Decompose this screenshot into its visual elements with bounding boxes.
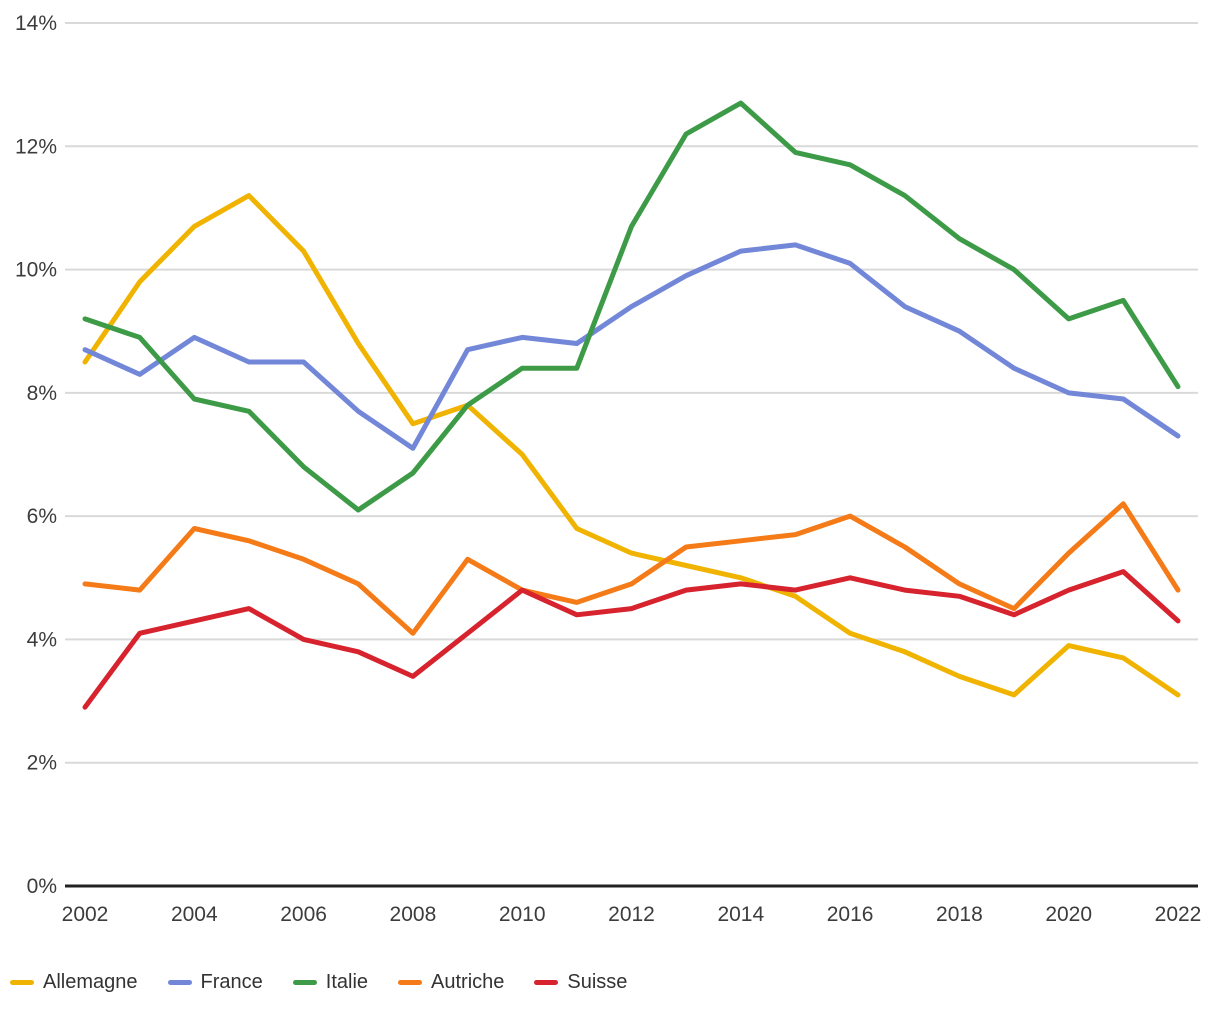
y-tick-label-12: 12% [15, 135, 57, 158]
line-chart-canvas: 0% 2% 4% 6% 8% 10% 12% 14% 2002 2004 2006 2008 2010 2… [15, 12, 1202, 926]
x-tick-label-2002: 2002 [62, 903, 109, 926]
x-tick-label-2004: 2004 [171, 903, 218, 926]
x-tick-label-2006: 2006 [280, 903, 327, 926]
series-line-autriche [82, 501, 1181, 636]
legend-swatch-france [167, 979, 192, 985]
series-line-italie [82, 100, 1181, 513]
legend-item-allemagne: Allemagne [10, 972, 138, 992]
series-line-france [82, 242, 1181, 451]
y-tick-label-8: 8% [27, 382, 57, 405]
legend-item-suisse: Suisse [534, 972, 627, 992]
legend-item-italie: Italie [292, 971, 369, 993]
x-tick-label-2022: 2022 [1155, 903, 1202, 926]
legend-label-allemagne: Allemagne [43, 971, 138, 993]
legend-label-suisse: Suisse [567, 971, 628, 993]
legend-label-autriche: Autriche [431, 971, 505, 993]
x-tick-label-2010: 2010 [499, 903, 546, 926]
x-tick-label-2008: 2008 [390, 903, 437, 926]
legend-swatch-allemagne [10, 979, 34, 985]
legend-item-autriche: Autriche [398, 972, 504, 992]
x-tick-label-2018: 2018 [936, 903, 983, 926]
legend-label-france: France [200, 971, 263, 993]
legend-item-france: France [167, 971, 263, 993]
series-line-allemagne [82, 193, 1181, 698]
x-tick-label-2014: 2014 [717, 903, 764, 926]
y-tick-label-2: 2% [27, 752, 57, 775]
series-line-suisse [82, 569, 1181, 710]
legend-swatch-autriche [398, 979, 423, 985]
chart-legend: Allemagne France Italie Autriche Suisse [10, 972, 1220, 992]
x-tick-label-2016: 2016 [827, 903, 874, 926]
legend-swatch-suisse [534, 979, 559, 985]
y-tick-label-0: 0% [27, 875, 57, 898]
x-tick-label-2012: 2012 [608, 903, 655, 926]
x-tick-label-2020: 2020 [1045, 903, 1092, 926]
legend-swatch-italie [292, 979, 317, 985]
y-tick-label-14: 14% [15, 12, 57, 35]
y-tick-label-4: 4% [27, 628, 57, 651]
y-tick-label-10: 10% [15, 259, 57, 282]
y-tick-label-6: 6% [27, 505, 57, 528]
legend-label-italie: Italie [325, 971, 369, 993]
